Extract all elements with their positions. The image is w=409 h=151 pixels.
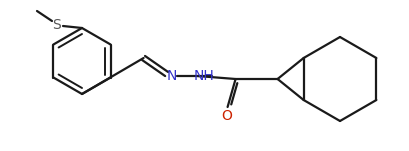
Text: N: N [166,69,176,83]
Text: O: O [220,109,231,123]
Text: NH: NH [193,69,213,83]
Text: S: S [52,18,61,32]
